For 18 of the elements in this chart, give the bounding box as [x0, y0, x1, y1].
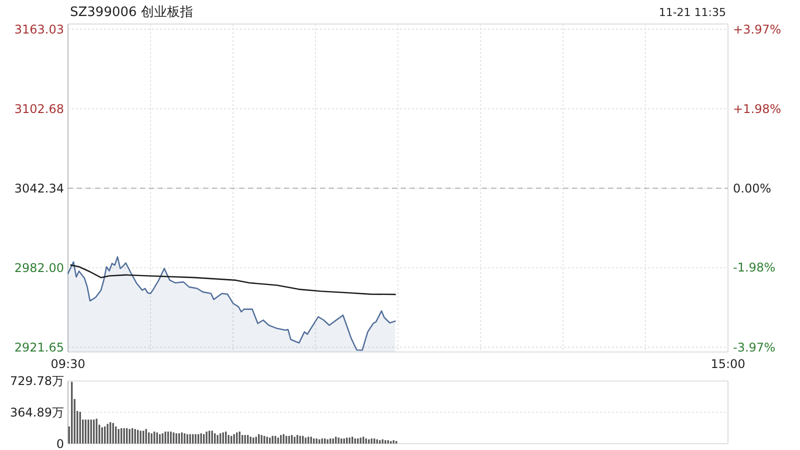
line-series: [70, 264, 396, 296]
x-tick-label: 09:30: [50, 357, 86, 371]
y2-tick-label: -1.98%: [733, 260, 776, 275]
y2-tick-label: -3.97%: [733, 340, 776, 354]
y2-tick-label: +1.98%: [733, 102, 782, 116]
y-tick-label: 2921.65: [14, 340, 64, 354]
y-tick-label: 3102.68: [14, 102, 64, 116]
y2-tick-label: +3.97%: [733, 22, 782, 36]
y-tick-label: 3042.34: [14, 181, 64, 196]
y-tick-label: 2982.00: [14, 260, 64, 275]
y-tick-label: 0: [56, 436, 64, 450]
y-tick-label: 364.89万: [10, 406, 64, 420]
x-tick-label: 15:00: [710, 357, 746, 371]
y-tick-label: 3163.03: [14, 22, 64, 36]
y-tick-label: 729.78万: [10, 374, 64, 388]
text: 11-21 11:35: [658, 6, 726, 19]
y2-tick-label: 0.00%: [733, 181, 772, 196]
chart-title: SZ399006 创业板指: [70, 5, 193, 20]
